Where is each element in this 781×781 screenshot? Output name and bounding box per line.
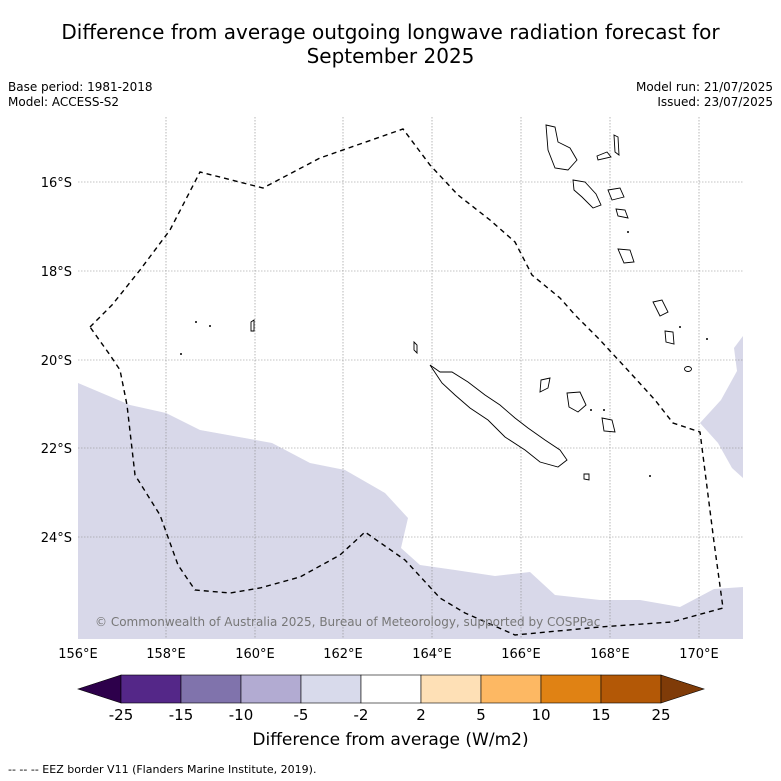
colorbar-tick-label: -2 (354, 706, 369, 724)
isle-of-pines (583, 473, 590, 481)
lon-label: 160°E (235, 647, 275, 662)
lon-label: 162°E (323, 647, 363, 662)
colorbar-tick-label: -15 (169, 706, 194, 724)
lon-label: 158°E (146, 647, 186, 662)
title-line-1: Difference from average outgoing longwav… (61, 20, 720, 44)
colorbar-segment (120, 674, 182, 704)
vanuatu-ambae (596, 151, 612, 161)
base-period: Base period: 1981-2018 (8, 80, 153, 94)
colorbar-segment (240, 674, 302, 704)
lat-label: 16°S (41, 176, 72, 191)
colorbar-min-extension (77, 674, 122, 704)
colorbar-tick-label: 10 (531, 706, 550, 724)
vanuatu-aneityum (684, 366, 692, 372)
vanuatu-malekula (572, 179, 602, 209)
issued-date: Issued: 23/07/2025 (657, 95, 773, 109)
chesterfield-island (250, 319, 255, 332)
vanuatu-tanna (664, 330, 675, 345)
colorbar-tick-label: -5 (294, 706, 309, 724)
colorbar-segment (420, 674, 482, 704)
lon-labels: 156°E 158°E 160°E 162°E 164°E 166°E 168°… (58, 647, 719, 662)
colorbar-segment (600, 674, 662, 704)
footnote: -- -- -- EEZ border V11 (Flanders Marine… (8, 763, 317, 776)
vanuatu-erromango (652, 299, 669, 317)
loyalty-island-1 (539, 377, 551, 393)
meta-right: Model run: 21/07/2025 Issued: 23/07/2025 (636, 80, 773, 110)
gridlines (78, 117, 743, 639)
vanuatu-espiritu-santo (545, 124, 578, 171)
chart-title: Difference from average outgoing longwav… (0, 20, 781, 68)
lon-label: 166°E (501, 647, 541, 662)
model-run: Model run: 21/07/2025 (635, 80, 773, 94)
colorbar-tick-label: 25 (651, 706, 670, 724)
colorbar-tick-label: -25 (109, 706, 134, 724)
lat-label: 22°S (41, 442, 72, 457)
lat-labels: 16°S 18°S 20°S 22°S 24°S (41, 176, 72, 546)
vanuatu-epi (615, 208, 629, 219)
lon-label: 168°E (590, 647, 630, 662)
colorbar-tick-label: 5 (476, 706, 486, 724)
anomaly-region-east (700, 336, 743, 478)
meta-left: Base period: 1981-2018 Model: ACCESS-S2 (8, 80, 153, 110)
colorbar-ticks: -25 -15 -10 -5 -2 2 5 10 15 25 (109, 706, 671, 724)
lat-label: 24°S (41, 531, 72, 546)
lon-label: 170°E (679, 647, 719, 662)
title-line-2: September 2025 (306, 44, 475, 68)
colorbar-segment (300, 674, 362, 704)
colorbar (77, 674, 705, 704)
colorbar-segment (360, 674, 422, 704)
anomaly-region-southwest (78, 383, 743, 639)
new-caledonia-island (429, 364, 568, 468)
eez-border (89, 128, 724, 636)
colorbar-tick-label: -10 (229, 706, 254, 724)
lat-label: 20°S (41, 354, 72, 369)
model-name: Model: ACCESS-S2 (8, 95, 120, 109)
landmasses (250, 124, 692, 481)
colorbar-max-extension (660, 674, 705, 704)
vanuatu-efate (617, 248, 635, 264)
vanuatu-pentecost (607, 187, 625, 201)
copyright-text: © Commonwealth of Australia 2025, Bureau… (95, 615, 600, 629)
colorbar-segment (180, 674, 242, 704)
vanuatu-maewo (613, 134, 620, 156)
colorbar-segment (540, 674, 602, 704)
small-islets (180, 231, 708, 477)
lat-label: 18°S (41, 265, 72, 280)
lon-label: 156°E (58, 647, 98, 662)
colorbar-tick-label: 2 (416, 706, 426, 724)
loyalty-island-3 (601, 417, 616, 433)
colorbar-segment (480, 674, 542, 704)
colorbar-label: Difference from average (W/m2) (252, 730, 529, 750)
belep-islands (413, 340, 418, 355)
lon-label: 164°E (412, 647, 452, 662)
loyalty-island-2 (566, 391, 587, 413)
colorbar-tick-label: 15 (591, 706, 610, 724)
